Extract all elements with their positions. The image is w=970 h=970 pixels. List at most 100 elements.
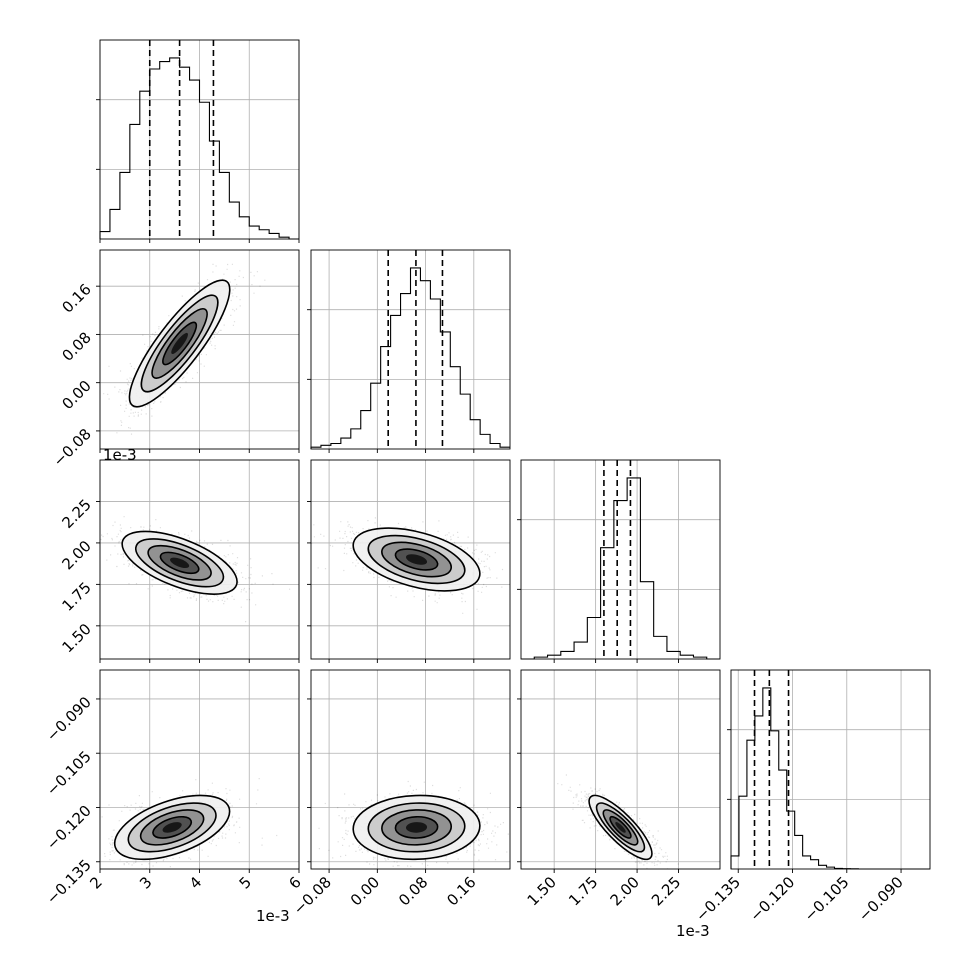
contour-line [128, 279, 231, 408]
hist-panel-1 [307, 249, 511, 453]
scatter-panel-0-1: −0.08 0.00 0.08 0.16 [50, 249, 300, 470]
histogram-bar [269, 233, 279, 239]
histogram-bar [561, 651, 574, 659]
scatter-panel-2-3: 1.50 1.75 2.00 2.25 [517, 669, 721, 909]
contour-line [162, 321, 198, 366]
density-level [170, 557, 190, 569]
x-tick-label: 1.50 [524, 873, 560, 909]
histogram-step [99, 57, 299, 240]
contour-line [394, 815, 439, 839]
y-tick-label: 0.16 [58, 280, 94, 316]
histogram-bar [654, 636, 667, 659]
histogram-bar [601, 548, 614, 659]
histogram-bar [381, 347, 391, 449]
contour-line [352, 794, 481, 861]
histogram-bar [680, 655, 693, 659]
offset-label: 1e-3 [256, 907, 290, 925]
histogram-bar [795, 835, 803, 869]
contour-line [151, 307, 208, 379]
contour-line [367, 802, 466, 853]
y-tick-label: −0.08 [50, 425, 95, 470]
contour-line [147, 544, 212, 581]
histogram-bar [130, 124, 140, 239]
histogram-bar [190, 80, 200, 239]
x-tick-label: 4 [186, 873, 205, 892]
y-tick-label: 1.50 [58, 620, 94, 656]
panel-content [318, 780, 509, 869]
y-tick-label: 2.00 [58, 537, 94, 573]
histogram-bar [755, 716, 763, 869]
x-tick-label: 6 [285, 873, 304, 892]
panel-frame [520, 669, 721, 870]
x-tick-label: 0.16 [443, 873, 479, 909]
density-level [405, 554, 428, 565]
grid-lines [328, 250, 475, 449]
histogram-bar [351, 429, 361, 449]
histogram-bar [391, 315, 401, 449]
x-tick-label: 1.75 [565, 873, 601, 909]
hist-panel-0 [96, 39, 300, 243]
histogram-bar [587, 618, 600, 659]
panel-content [100, 778, 278, 869]
histogram-bar [100, 232, 110, 239]
histogram-bar [731, 856, 739, 869]
y-tick-label: 0.08 [58, 329, 94, 365]
histogram-bar [460, 394, 470, 449]
x-tick-label: 2.25 [648, 873, 684, 909]
panel-frame [310, 459, 511, 660]
grid-lines [521, 670, 720, 869]
histogram-bar [249, 226, 259, 239]
histogram-bar [341, 438, 351, 449]
contour-line [602, 809, 639, 846]
histogram-bar [331, 444, 341, 449]
histogram-bar [170, 58, 180, 239]
panel-content [557, 774, 679, 869]
histogram-bar [819, 865, 827, 869]
histogram-bar [209, 141, 219, 239]
panel-background [731, 670, 930, 869]
panel-frame [310, 669, 511, 870]
x-tick-label: 0.00 [347, 873, 383, 909]
histogram-bar [219, 172, 229, 239]
histogram-bar [811, 860, 819, 869]
panel-content [311, 517, 504, 614]
histogram-bar [779, 770, 787, 869]
contour-line [588, 794, 653, 861]
histogram-bar [548, 655, 561, 659]
contour-line [127, 802, 217, 853]
x-tick-label: −0.105 [801, 873, 853, 925]
x-tick-label: 0.08 [395, 873, 431, 909]
histogram-bar [371, 383, 381, 449]
histogram-bar [259, 230, 269, 239]
histogram-bar [574, 642, 587, 659]
grid-lines [737, 670, 902, 869]
histogram-bar [430, 299, 440, 449]
histogram-bar [361, 411, 371, 449]
y-tick-label: −0.090 [43, 693, 95, 745]
panel-frame [520, 459, 721, 660]
histogram-bar [667, 651, 680, 659]
histogram-bar [140, 91, 150, 239]
x-tick-label: 5 [236, 873, 255, 892]
histogram-bar [160, 62, 170, 239]
histogram-bar [401, 294, 411, 449]
x-tick-label: 2.00 [607, 873, 643, 909]
histogram-bar [110, 209, 120, 239]
contour-line [609, 815, 632, 839]
contour-line [113, 794, 231, 861]
y-tick-label: 1.75 [58, 578, 94, 614]
histogram-bar [450, 367, 460, 449]
histogram-bar [120, 172, 130, 239]
grid-lines [553, 460, 679, 659]
y-tick-label: −0.105 [43, 747, 95, 799]
y-tick-label: −0.120 [43, 802, 95, 854]
histogram-bar [747, 740, 755, 869]
histogram-bar [239, 217, 249, 239]
histogram-bar [490, 444, 500, 449]
scatter-panel-1-3: −0.08 0.00 0.08 0.16 [290, 669, 511, 918]
histogram-bar [803, 856, 811, 869]
hist-panel-2 [517, 459, 721, 663]
offset-label: 1e-3 [103, 446, 137, 464]
histogram-bar [229, 202, 239, 239]
scatter-panel-0-2: 1.50 1.75 2.00 2.25 [58, 459, 300, 663]
